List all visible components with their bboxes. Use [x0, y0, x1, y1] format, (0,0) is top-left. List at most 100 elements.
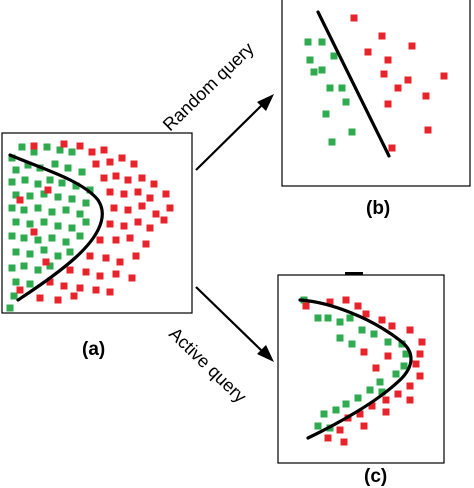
- panel-a-green-point-37: [8, 232, 16, 240]
- panel-b-points: [304, 14, 448, 152]
- panel-a-decision-boundary: [8, 153, 104, 302]
- panel-a-green-point-47: [66, 248, 74, 256]
- panel-a-red-point-73: [146, 194, 154, 202]
- panel-c-green-point-2: [324, 314, 332, 322]
- panel-a-green-point-0: [8, 154, 16, 162]
- panel-a-red-point-86: [112, 236, 120, 244]
- panel-a-red-point-104: [54, 296, 62, 304]
- panel-a-green-point-10: [64, 164, 72, 172]
- panel-b-red-point-15: [364, 48, 372, 56]
- panel-c-red-point-29: [388, 322, 396, 330]
- panel-b-red-point-18: [380, 70, 388, 78]
- panel-c-red-point-27: [362, 310, 370, 318]
- panel-a-green-point-51: [46, 262, 54, 270]
- panel-a-green-point-39: [34, 236, 42, 244]
- panel-a-green-point-50: [34, 266, 42, 274]
- panel-c-red-point-39: [356, 410, 364, 418]
- panel-c-red-point-36: [394, 390, 402, 398]
- panel-a-red-point-68: [138, 174, 146, 182]
- panel-c-red-point-42: [324, 434, 332, 442]
- panel-b-green-point-9: [322, 110, 330, 118]
- random-query-label: Random query: [159, 38, 258, 134]
- panel-c-green-point-17: [320, 410, 328, 418]
- panel-a-green-point-27: [34, 204, 42, 212]
- panel-a-green-point-9: [51, 160, 59, 168]
- panel-a-green-point-30: [76, 210, 84, 218]
- active-query-arrow: [195, 286, 274, 362]
- panel-c-tick: [345, 272, 363, 275]
- panel-b-decision-boundary: [316, 10, 391, 158]
- panel-a-red-point-76: [124, 206, 132, 214]
- panel-c-green-point-10: [400, 362, 408, 370]
- panel-a-red-point-83: [146, 224, 154, 232]
- panel-b-red-point-21: [422, 92, 430, 100]
- panel-c-red-point-35: [406, 382, 414, 390]
- panel-a-red-point-66: [112, 172, 120, 180]
- panel-a-red-point-88: [142, 240, 150, 248]
- panel-a: (a): [1, 132, 193, 360]
- panel-a-red-point-59: [88, 148, 96, 156]
- panel-c-red-point-30: [406, 326, 414, 334]
- panel-a-red-point-92: [132, 252, 140, 260]
- panel-a-green-point-2: [30, 148, 38, 156]
- panel-a-green-point-25: [8, 204, 16, 212]
- panel-a-green-point-12: [8, 178, 16, 186]
- panel-a-red-point-74: [162, 190, 170, 198]
- panel-a-red-point-108: [30, 228, 38, 236]
- panel-b-green-point-0: [304, 38, 312, 46]
- panel-c-red-point-34: [416, 372, 424, 380]
- panel-a-green-point-24: [82, 199, 90, 207]
- panel-a-green-point-3: [43, 143, 51, 151]
- panel-a-red-point-100: [76, 284, 84, 292]
- panel-a-red-point-96: [112, 270, 120, 278]
- panel-b-green-point-3: [306, 56, 314, 64]
- panel-a-green-point-32: [26, 220, 34, 228]
- panel-b-red-point-14: [408, 42, 416, 50]
- panel-a-green-point-34: [54, 222, 62, 230]
- panel-a-red-point-69: [150, 180, 158, 188]
- panel-a-red-point-90: [102, 254, 110, 262]
- panel-a-green-point-54: [10, 292, 18, 300]
- panel-c-green-point-9: [402, 350, 410, 358]
- panel-a-red-point-65: [100, 174, 108, 182]
- panel-a-green-point-22: [54, 193, 62, 201]
- panel-c-red-point-24: [326, 298, 334, 306]
- panel-c-red-point-49: [384, 352, 392, 360]
- panel-a-points: [6, 140, 174, 312]
- panel-c-green-point-1: [314, 314, 322, 322]
- panel-a-red-point-109: [16, 196, 24, 204]
- panel-a-green-point-48: [8, 264, 16, 272]
- panel-a-green-point-4: [56, 146, 64, 154]
- panel-a-green-point-14: [34, 180, 42, 188]
- panel-a-red-point-71: [120, 190, 128, 198]
- panel-a-green-point-18: [86, 186, 94, 194]
- panel-a-red-point-110: [44, 186, 52, 194]
- panel-c-red-point-33: [412, 360, 420, 368]
- panel-b-green-point-7: [326, 84, 334, 92]
- panel-c-red-point-47: [372, 364, 380, 372]
- panel-a-red-point-78: [152, 210, 160, 218]
- panel-a-green-point-6: [12, 166, 20, 174]
- panel-c-red-point-26: [354, 302, 362, 310]
- panel-b-green-point-6: [338, 84, 346, 92]
- panel-b-label: (b): [366, 198, 390, 219]
- panel-a-red-point-105: [70, 292, 78, 300]
- panel-a-red-point-79: [166, 204, 174, 212]
- panel-c-green-point-13: [366, 386, 374, 394]
- panel-c-red-point-31: [418, 338, 426, 346]
- panel-c-red-point-37: [382, 396, 390, 404]
- panel-a-red-point-98: [46, 278, 54, 286]
- panel-a-red-point-81: [120, 222, 128, 230]
- panel-a-green-point-15: [46, 176, 54, 184]
- panel-a-red-point-89: [86, 252, 94, 260]
- panel-c-red-point-23: [302, 302, 310, 310]
- panel-a-red-point-85: [96, 236, 104, 244]
- panel-c-green-point-15: [342, 400, 350, 408]
- panel-b-red-point-13: [378, 32, 386, 40]
- panel-a-red-point-58: [76, 142, 84, 150]
- panel-a-green-point-53: [26, 280, 34, 288]
- panel-c-green-point-18: [314, 422, 322, 430]
- panel-a-green-point-26: [20, 206, 28, 214]
- panel-a-green-point-49: [20, 262, 28, 270]
